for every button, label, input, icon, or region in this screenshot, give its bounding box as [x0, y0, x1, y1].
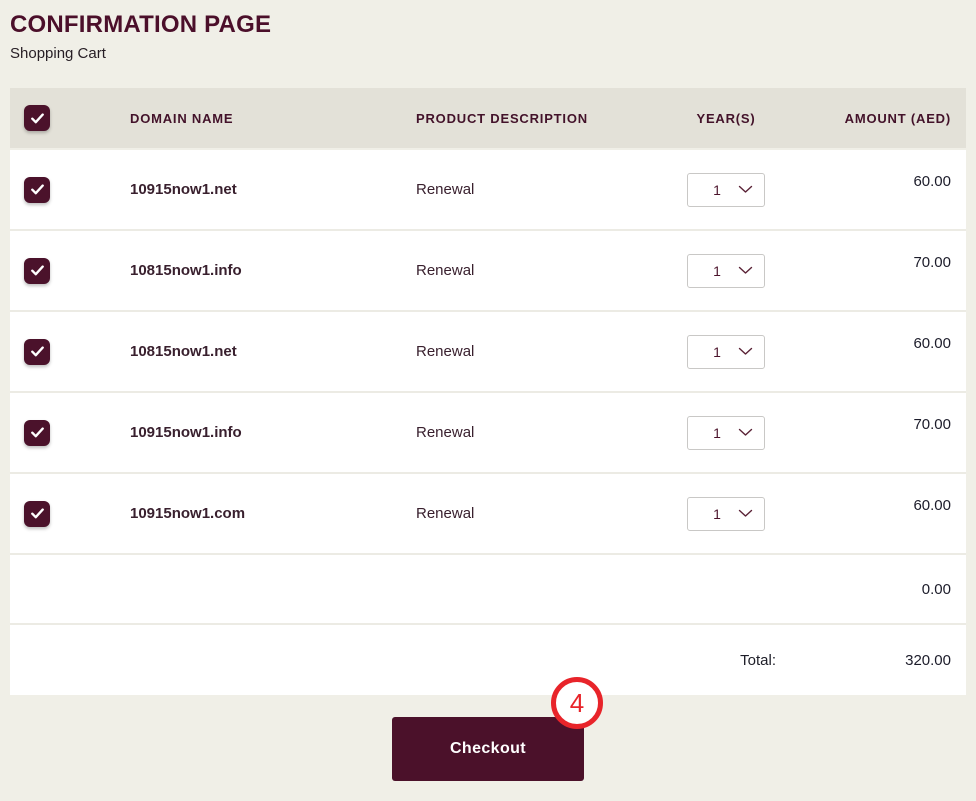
checkmark-icon	[30, 184, 44, 195]
table-body: 10915now1.net Renewal 1 60.00 10815now1.…	[10, 150, 966, 555]
years-cell: 1	[656, 415, 796, 450]
product-description: Renewal	[416, 181, 475, 198]
row-checkbox-cell	[10, 176, 130, 203]
confirmation-page: CONFIRMATION PAGE Shopping Cart DOMAIN N…	[10, 11, 966, 781]
total-label: Total:	[740, 651, 776, 669]
subtotal-row: 0.00	[10, 555, 966, 625]
row-amount: 60.00	[913, 335, 951, 352]
cart-table-row: 10915now1.info Renewal 1 70.00	[10, 393, 966, 474]
column-header-product: PRODUCT DESCRIPTION	[416, 110, 588, 126]
row-checkbox-cell	[10, 500, 130, 527]
years-select[interactable]: 1	[687, 496, 765, 531]
years-cell: 1	[656, 334, 796, 369]
row-checkbox-cell	[10, 338, 130, 365]
years-select[interactable]: 1	[687, 253, 765, 288]
domain-name: 10815now1.net	[130, 343, 237, 360]
shopping-cart-table: DOMAIN NAME PRODUCT DESCRIPTION YEAR(S) …	[10, 88, 966, 695]
page-title: CONFIRMATION PAGE	[10, 11, 272, 38]
product-description: Renewal	[416, 343, 475, 360]
total-row: Total: 320.00	[10, 625, 966, 695]
chevron-down-icon	[738, 266, 753, 274]
checkmark-icon	[30, 346, 44, 357]
years-select-value: 1	[713, 505, 721, 522]
column-header-years: YEAR(S)	[696, 110, 756, 126]
domain-name: 10815now1.info	[130, 262, 242, 279]
checkmark-icon	[30, 508, 44, 519]
product-description: Renewal	[416, 505, 475, 522]
subtotal-amount: 0.00	[921, 580, 951, 598]
chevron-down-icon	[738, 509, 753, 517]
cart-table-row: 10915now1.com Renewal 1 60.00	[10, 474, 966, 555]
years-select-value: 1	[713, 424, 721, 441]
row-checkbox[interactable]	[24, 176, 50, 203]
years-select-value: 1	[713, 262, 721, 279]
years-cell: 1	[656, 253, 796, 288]
years-cell: 1	[656, 496, 796, 531]
checkmark-icon	[30, 112, 44, 123]
years-select[interactable]: 1	[687, 334, 765, 369]
domain-name: 10915now1.net	[130, 181, 237, 198]
row-checkbox[interactable]	[24, 257, 50, 284]
years-select[interactable]: 1	[687, 172, 765, 207]
page-subtitle: Shopping Cart	[10, 45, 106, 62]
column-header-amount: AMOUNT (AED)	[844, 110, 951, 126]
row-checkbox[interactable]	[24, 419, 50, 446]
chevron-down-icon	[738, 347, 753, 355]
row-checkbox-cell	[10, 419, 130, 446]
row-amount: 60.00	[913, 497, 951, 514]
cart-table-row: 10815now1.net Renewal 1 60.00	[10, 312, 966, 393]
row-checkbox-cell	[10, 257, 130, 284]
annotation-step-4-badge: 4	[551, 677, 603, 729]
domain-name: 10915now1.info	[130, 424, 242, 441]
table-header-row: DOMAIN NAME PRODUCT DESCRIPTION YEAR(S) …	[10, 88, 966, 150]
row-amount: 60.00	[913, 173, 951, 190]
cart-table-row: 10815now1.info Renewal 1 70.00	[10, 231, 966, 312]
row-checkbox[interactable]	[24, 338, 50, 365]
years-select-value: 1	[713, 343, 721, 360]
checkout-button[interactable]: Checkout	[392, 717, 584, 781]
annotation-step-number: 4	[569, 687, 585, 718]
chevron-down-icon	[738, 185, 753, 193]
row-amount: 70.00	[913, 254, 951, 271]
years-select[interactable]: 1	[687, 415, 765, 450]
years-select-value: 1	[713, 181, 721, 198]
domain-name: 10915now1.com	[130, 505, 246, 522]
row-amount: 70.00	[913, 416, 951, 433]
checkmark-icon	[30, 427, 44, 438]
product-description: Renewal	[416, 424, 475, 441]
row-checkbox[interactable]	[24, 500, 50, 527]
checkmark-icon	[30, 265, 44, 276]
chevron-down-icon	[738, 428, 753, 436]
years-cell: 1	[656, 172, 796, 207]
select-all-checkbox[interactable]	[24, 105, 50, 131]
product-description: Renewal	[416, 262, 475, 279]
cart-table-row: 10915now1.net Renewal 1 60.00	[10, 150, 966, 231]
select-all-cell	[10, 105, 130, 131]
column-header-domain: DOMAIN NAME	[130, 110, 234, 126]
total-amount: 320.00	[905, 651, 951, 669]
